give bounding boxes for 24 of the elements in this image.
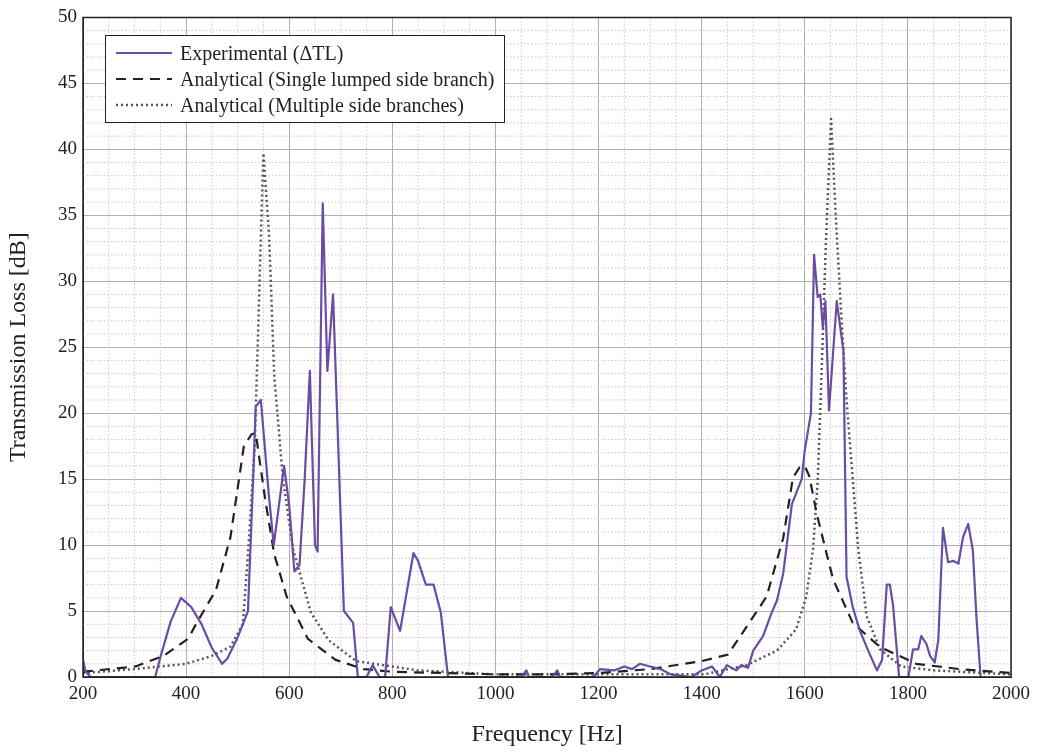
y-tick-label: 45 [58, 71, 77, 93]
y-tick-label: 50 [58, 5, 77, 27]
y-tick-label: 30 [58, 269, 77, 291]
legend-label: Experimental (ΔTL) [180, 41, 344, 66]
y-axis-title: Transmission Loss [dB] [3, 232, 30, 463]
y-tick-label: 40 [58, 137, 77, 159]
x-tick-label: 1200 [579, 682, 618, 704]
x-tick-label: 1400 [682, 682, 721, 704]
y-tick-label: 10 [58, 533, 77, 555]
x-tick-label: 1800 [888, 682, 927, 704]
y-tick-label: 15 [58, 467, 77, 489]
x-tick-label: 1600 [785, 682, 824, 704]
y-tick-label: 35 [58, 203, 77, 225]
x-tick-label: 1000 [476, 682, 515, 704]
x-tick-label: 2000 [992, 682, 1030, 704]
x-tick-label: 800 [378, 682, 407, 704]
x-axis-title: Frequency [Hz] [471, 719, 623, 746]
x-tick-label: 400 [171, 682, 201, 704]
legend-label: Analytical (Multiple side branches) [180, 93, 464, 118]
y-tick-label: 5 [67, 599, 77, 621]
y-tick-label: 25 [58, 335, 77, 357]
y-tick-label: 20 [58, 401, 77, 423]
x-tick-label: 600 [274, 682, 304, 704]
legend-label: Analytical (Single lumped side branch) [180, 67, 495, 92]
